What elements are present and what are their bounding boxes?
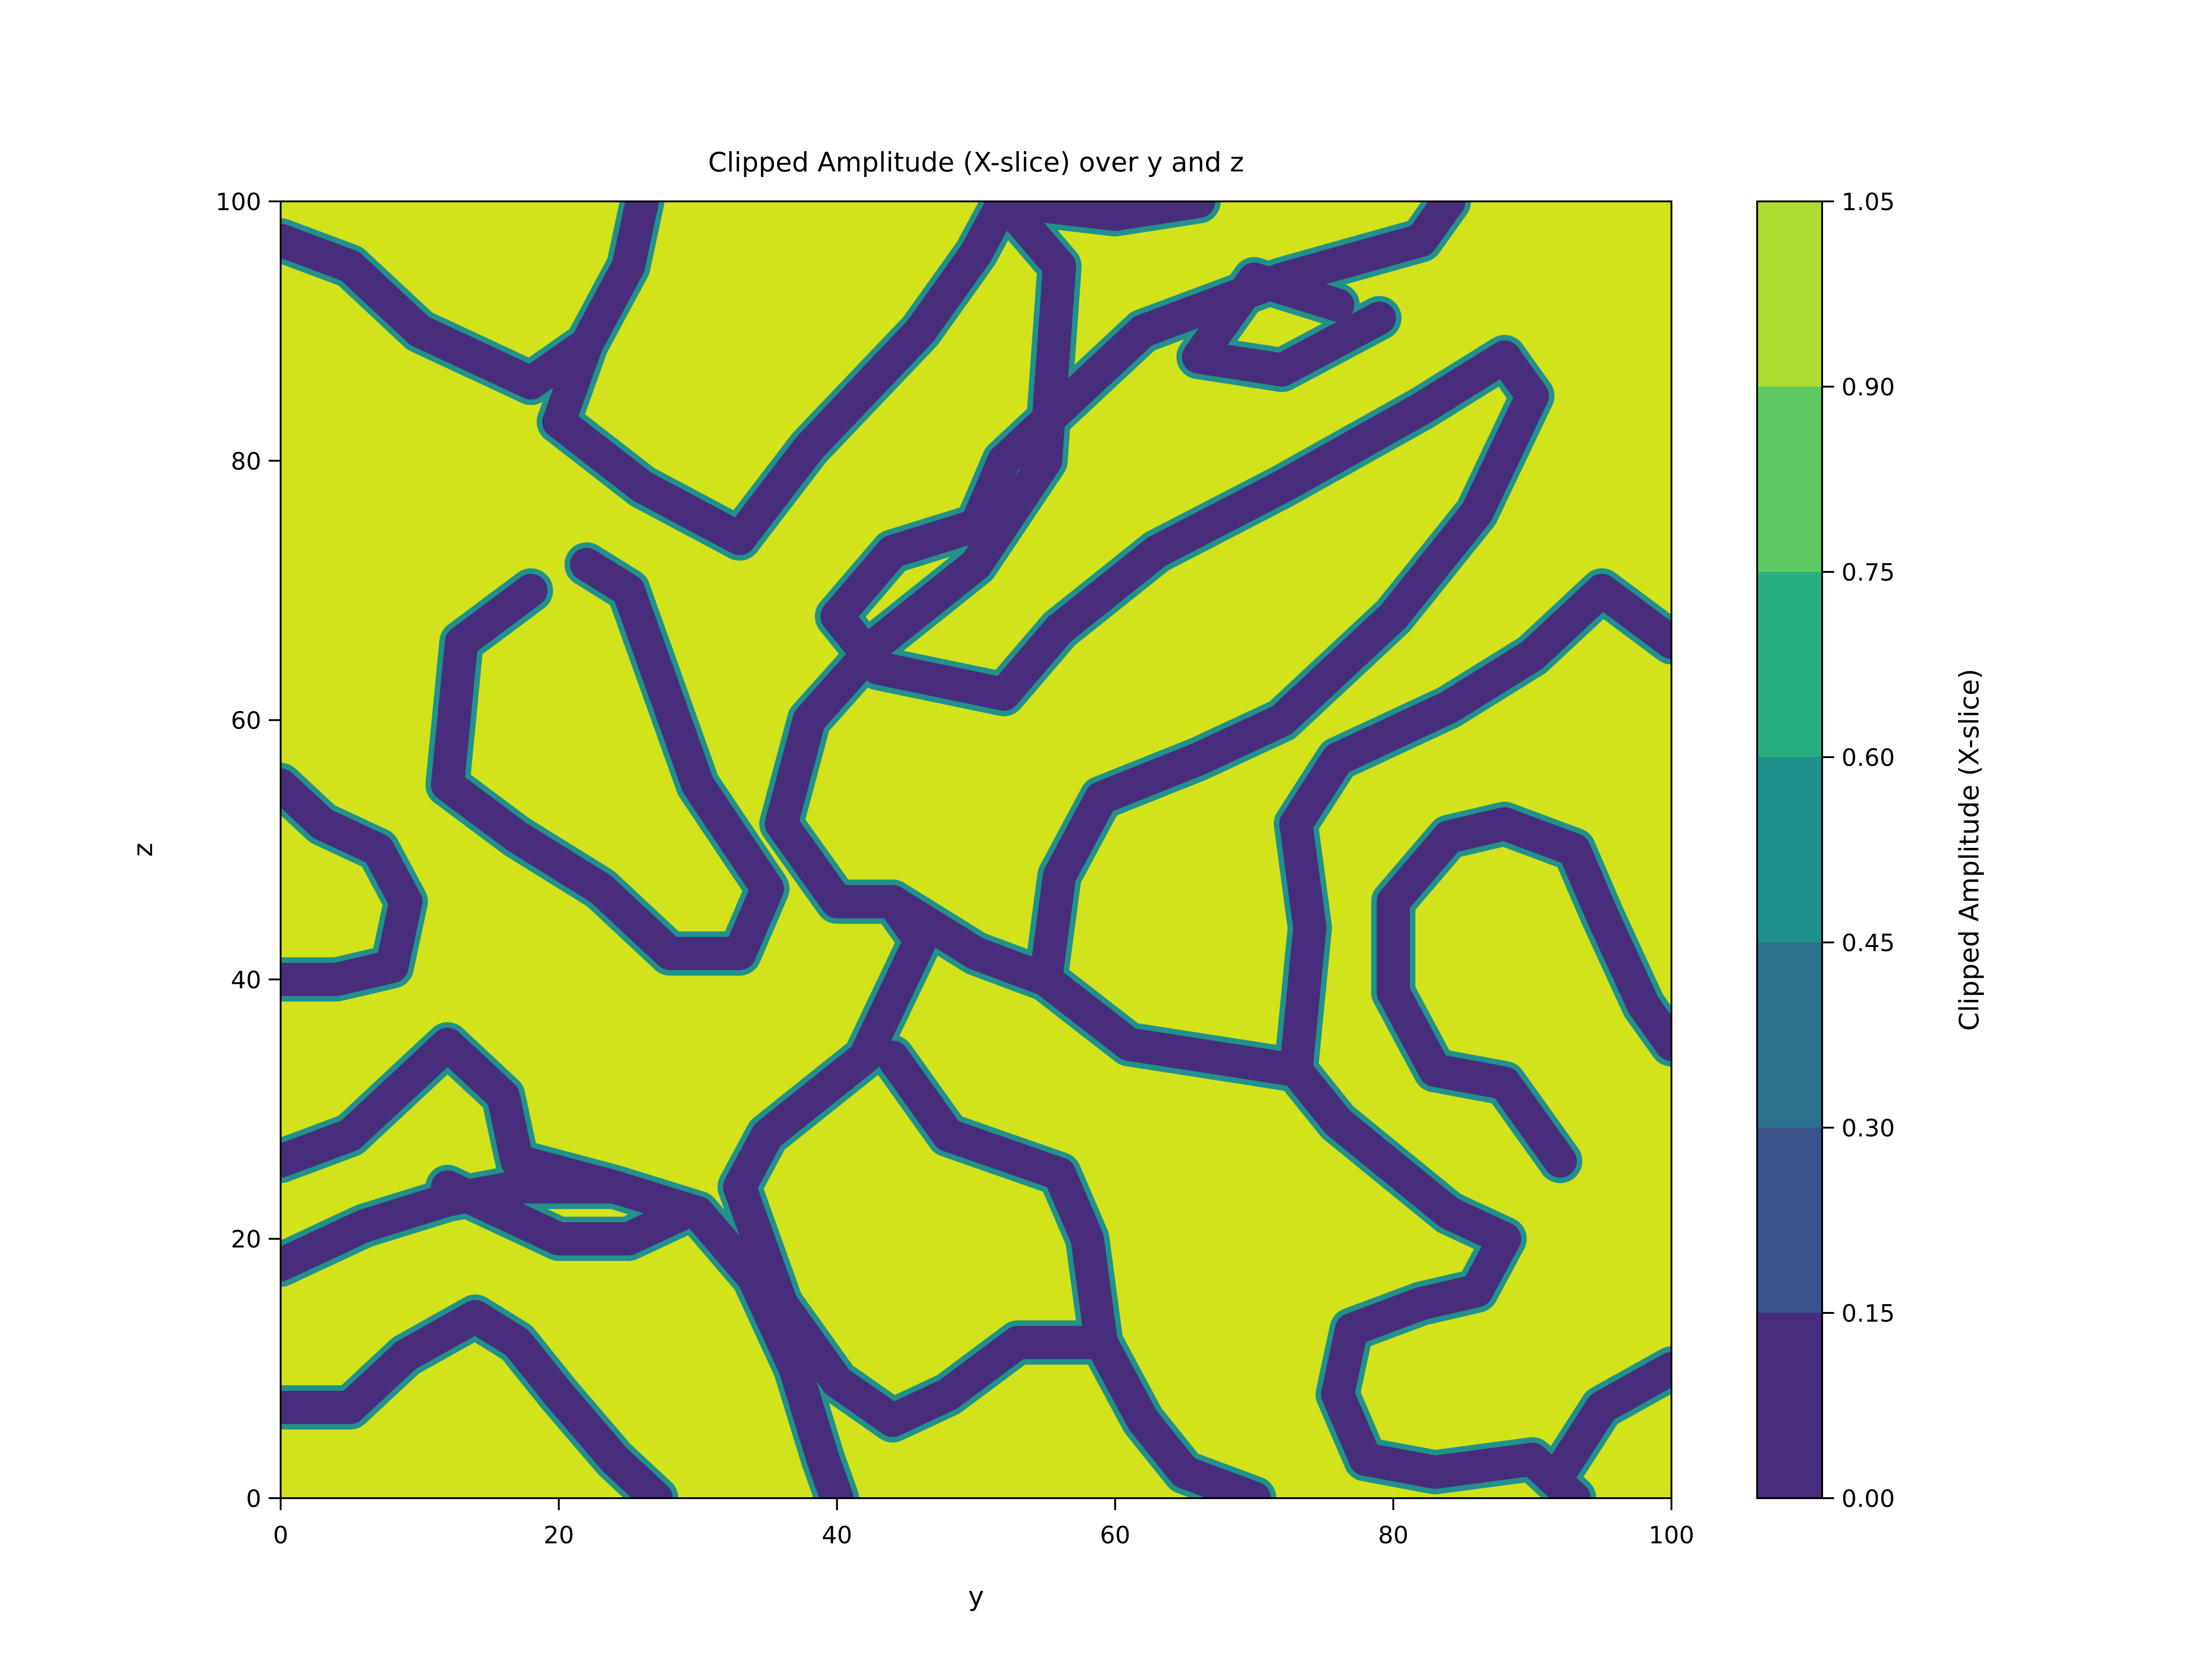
low-band-4 [723, 885, 1271, 1498]
y-tick-label: 60 [231, 707, 261, 735]
colorbar-band [1757, 1313, 1822, 1498]
y-tick-label: 40 [231, 966, 261, 994]
colorbar-band [1757, 572, 1822, 757]
low-band-5 [876, 1041, 1118, 1359]
low-band-12 [281, 1300, 673, 1498]
colorbar: 0.00 0.15 0.30 0.45 0.60 0.75 0.90 1.05 [1756, 188, 1895, 1513]
y-tick-label: 0 [246, 1485, 261, 1513]
colorbar-tick-label: 0.15 [1841, 1300, 1895, 1328]
plot-frame [280, 200, 1672, 1499]
y-tick-label: 80 [231, 448, 261, 476]
colorbar-tick-label: 0.00 [1841, 1485, 1895, 1513]
low-band-7 [820, 201, 1466, 711]
colorbar-tick-label: 0.30 [1841, 1115, 1895, 1142]
y-tick-label: 100 [216, 188, 261, 216]
low-band-11 [431, 1170, 701, 1256]
colorbar-frame [1756, 200, 1823, 1499]
x-axis-label: y [968, 1581, 984, 1612]
colorbar-tick-label: 0.90 [1841, 374, 1895, 401]
colorbar-band [1757, 757, 1822, 942]
low-band-15 [1321, 1222, 1591, 1498]
colorbar-label: Clipped Amplitude (X-slice) [1953, 669, 1985, 1031]
low-band-6 [1029, 340, 1549, 996]
y-axis-ticks: 0 20 40 60 80 100 [216, 188, 281, 1513]
low-band-19 [987, 201, 1215, 231]
colorbar-band [1757, 387, 1822, 572]
x-tick-label: 80 [1378, 1522, 1408, 1549]
colorbar-band [1757, 1128, 1822, 1313]
plot-area [281, 201, 1671, 1498]
low-band-14 [1279, 574, 1671, 1087]
low-band-8 [281, 768, 423, 996]
low-band-18 [1182, 262, 1396, 387]
x-tick-label: 20 [544, 1522, 574, 1549]
x-tick-label: 100 [1648, 1522, 1694, 1549]
colorbar-tick-label: 0.45 [1841, 930, 1895, 957]
colorbar-tick-label: 0.60 [1841, 744, 1895, 772]
x-axis-ticks: 0 20 40 60 80 100 [273, 1498, 1694, 1549]
chart-title: Clipped Amplitude (X-slice) over y and z [708, 147, 1244, 178]
low-value-bands [281, 201, 1671, 1498]
colorbar-tick-label: 0.75 [1841, 559, 1895, 587]
colorbar-tick-label: 1.05 [1841, 188, 1895, 216]
y-tick-label: 20 [231, 1226, 261, 1253]
low-band-1 [542, 201, 1021, 555]
y-axis-label: z [127, 843, 159, 857]
x-tick-label: 0 [273, 1522, 288, 1549]
x-tick-label: 40 [822, 1522, 852, 1549]
low-band-17 [431, 547, 784, 971]
colorbar-band [1757, 201, 1822, 387]
x-tick-label: 60 [1100, 1522, 1130, 1549]
low-band-16 [1543, 1352, 1671, 1489]
low-band-13 [1377, 807, 1671, 1178]
colorbar-band [1757, 942, 1822, 1128]
low-band-3 [876, 885, 1521, 1256]
